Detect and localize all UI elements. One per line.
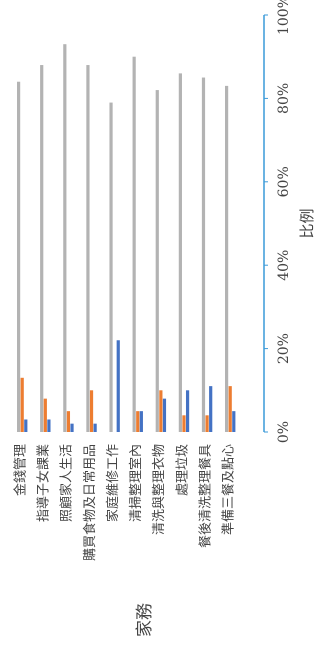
bar-s1-c5 xyxy=(109,102,113,432)
value-tick-label: 20% xyxy=(276,333,292,364)
bar-s2-c8 xyxy=(182,415,186,432)
value-axis-title: 比例 xyxy=(298,208,316,238)
bar-s3-c5 xyxy=(116,340,120,432)
category-label: 準備三餐及點心 xyxy=(221,444,237,535)
bar-s3-c3 xyxy=(70,423,74,432)
category-label: 清洗與整理衣物 xyxy=(151,444,167,535)
bar-s1-c1 xyxy=(17,81,21,432)
bar-s1-c10 xyxy=(225,85,229,432)
bar-s3-c9 xyxy=(209,386,213,432)
category-label: 金錢管理 xyxy=(13,444,29,496)
bar-s1-c8 xyxy=(178,73,182,432)
bar-s3-c6 xyxy=(139,411,143,432)
category-axis-title: 家務 xyxy=(135,603,155,637)
value-tick-labels: 0% 20% 40% 60% 80% 100% xyxy=(264,0,292,443)
value-tick-label: 100% xyxy=(276,0,292,35)
category-label: 處理垃圾 xyxy=(175,444,190,496)
bar-s3-c4 xyxy=(93,423,97,432)
bar-s1-c2 xyxy=(40,65,44,432)
bar-s2-c3 xyxy=(66,411,71,432)
value-tick-label: 40% xyxy=(276,250,292,281)
bar-s1-c4 xyxy=(86,65,90,432)
bar-s2-c6 xyxy=(136,411,140,432)
bar-s2-c10 xyxy=(228,386,232,432)
bar-s3-c1 xyxy=(24,419,28,432)
bar-s1-c3 xyxy=(63,44,67,432)
bar-s3-c10 xyxy=(232,411,236,432)
bar-s3-c8 xyxy=(185,390,190,432)
bar-s3-c2 xyxy=(47,419,51,432)
value-tick-label: 80% xyxy=(276,83,292,114)
bar-s1-c6 xyxy=(132,56,136,432)
category-label: 家庭維修工作 xyxy=(105,444,121,522)
bar-marks xyxy=(17,44,236,433)
category-label: 指導子女課業 xyxy=(36,444,52,522)
value-tick-label: 60% xyxy=(276,166,292,197)
category-label: 照顧家人生活 xyxy=(59,444,75,522)
bar-s1-c7 xyxy=(155,90,159,432)
bar-s2-c1 xyxy=(20,377,24,432)
bar-s2-c9 xyxy=(205,415,209,432)
category-label: 清掃整理室內 xyxy=(128,444,144,522)
category-label: 購買食物及日常用品 xyxy=(82,444,98,561)
bar-s1-c9 xyxy=(201,77,206,433)
bar-s2-c7 xyxy=(159,390,163,432)
bar-s3-c7 xyxy=(162,398,167,432)
bar-s2-c2 xyxy=(43,398,47,432)
value-tick-label: 0% xyxy=(276,421,292,443)
category-label: 餐後清洗整理餐具 xyxy=(197,444,213,548)
bar-s2-c4 xyxy=(89,390,94,432)
category-tick-labels: 金錢管理 指導子女課業 照顧家人生活 購買食物及日常用品 家庭維修工作 清掃整理室內 清洗與… xyxy=(13,444,237,561)
